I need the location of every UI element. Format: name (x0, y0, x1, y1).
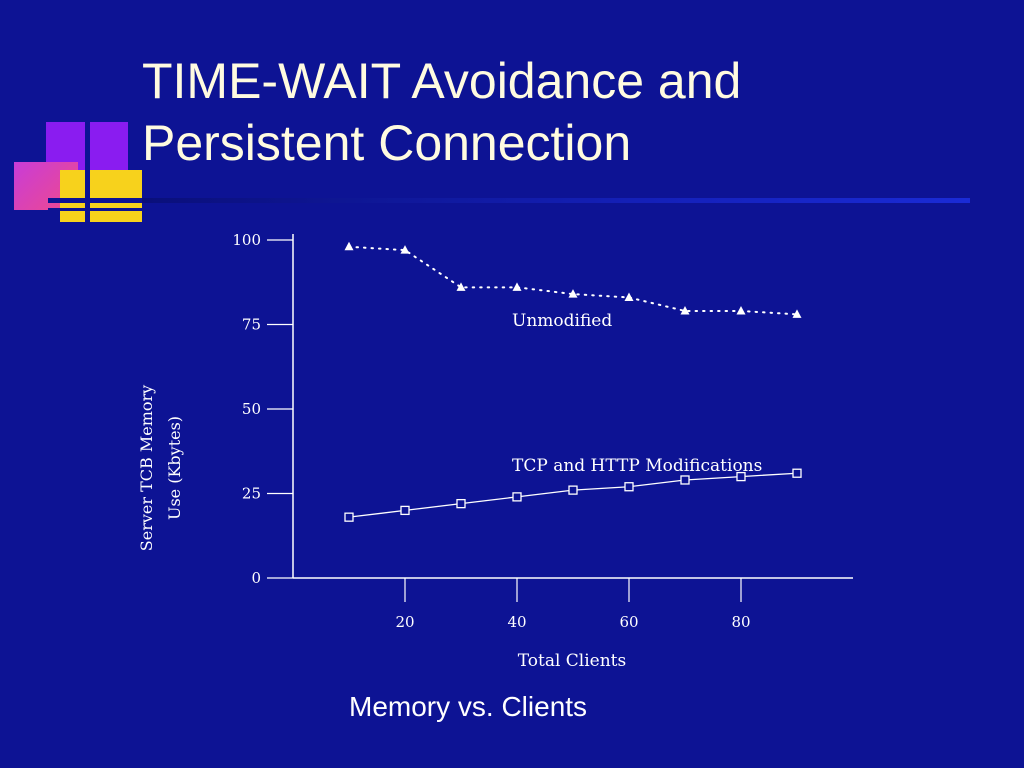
series-label-tcp-http-modifications: TCP and HTTP Modifications (512, 456, 762, 476)
data-point-unmodified (680, 305, 690, 315)
y-tick-label: 100 (232, 231, 261, 249)
logo-yellow-square (60, 170, 142, 222)
series-line-unmodified (348, 245, 798, 316)
data-point-tcp-http-modifications (736, 471, 746, 482)
x-axis-label: Total Clients (518, 651, 627, 671)
y-tick-label: 25 (242, 485, 261, 503)
data-point-unmodified (568, 289, 578, 298)
data-point-unmodified (736, 305, 746, 315)
chart-axes (292, 234, 853, 579)
x-tick-label: 40 (507, 613, 526, 631)
y-tick-label: 50 (242, 400, 261, 418)
chart-series (344, 241, 802, 522)
y-axis-label-line-1: Server TCB Memory (137, 385, 156, 551)
data-point-tcp-http-modifications (344, 512, 354, 522)
data-point-tcp-http-modifications (624, 482, 634, 492)
data-point-unmodified (624, 292, 634, 301)
decorative-logo (0, 0, 150, 230)
chart-ticks: 0 25 50 75 100 20 40 60 80 (232, 231, 750, 631)
y-tick-label: 0 (251, 569, 261, 587)
data-point-tcp-http-modifications (456, 498, 466, 509)
data-point-unmodified (456, 282, 466, 291)
x-tick-label: 80 (731, 613, 750, 631)
slide-title-line-2: Persistent Connection (142, 115, 632, 171)
x-tick-label: 60 (619, 613, 638, 631)
slide-title: TIME-WAIT Avoidance and Persistent Conne… (142, 50, 1002, 174)
data-point-unmodified (792, 309, 802, 318)
data-point-tcp-http-modifications (568, 485, 578, 495)
data-point-unmodified (512, 282, 522, 291)
title-underline (142, 198, 970, 203)
logo-horizontal-line-2 (48, 208, 148, 211)
series-label-unmodified: Unmodified (512, 311, 612, 331)
memory-vs-clients-chart: 0 25 50 75 100 20 40 60 80 Total Clients Server … (137, 231, 853, 671)
y-axis-label-line-2: Use (Kbytes) (165, 416, 184, 520)
data-point-tcp-http-modifications (792, 468, 802, 478)
logo-horizontal-line (48, 198, 148, 203)
y-tick-label: 75 (242, 316, 261, 334)
x-tick-label: 20 (395, 613, 414, 631)
series-line-tcp-http-modifications (348, 472, 798, 518)
slide-title-line-1: TIME-WAIT Avoidance and (142, 53, 742, 109)
data-point-unmodified (400, 245, 410, 254)
data-point-unmodified (344, 241, 354, 251)
logo-vertical-line (85, 122, 90, 224)
data-point-tcp-http-modifications (512, 492, 522, 502)
data-point-tcp-http-modifications (680, 475, 690, 485)
chart-caption: Memory vs. Clients (349, 691, 588, 722)
data-point-tcp-http-modifications (400, 505, 410, 516)
